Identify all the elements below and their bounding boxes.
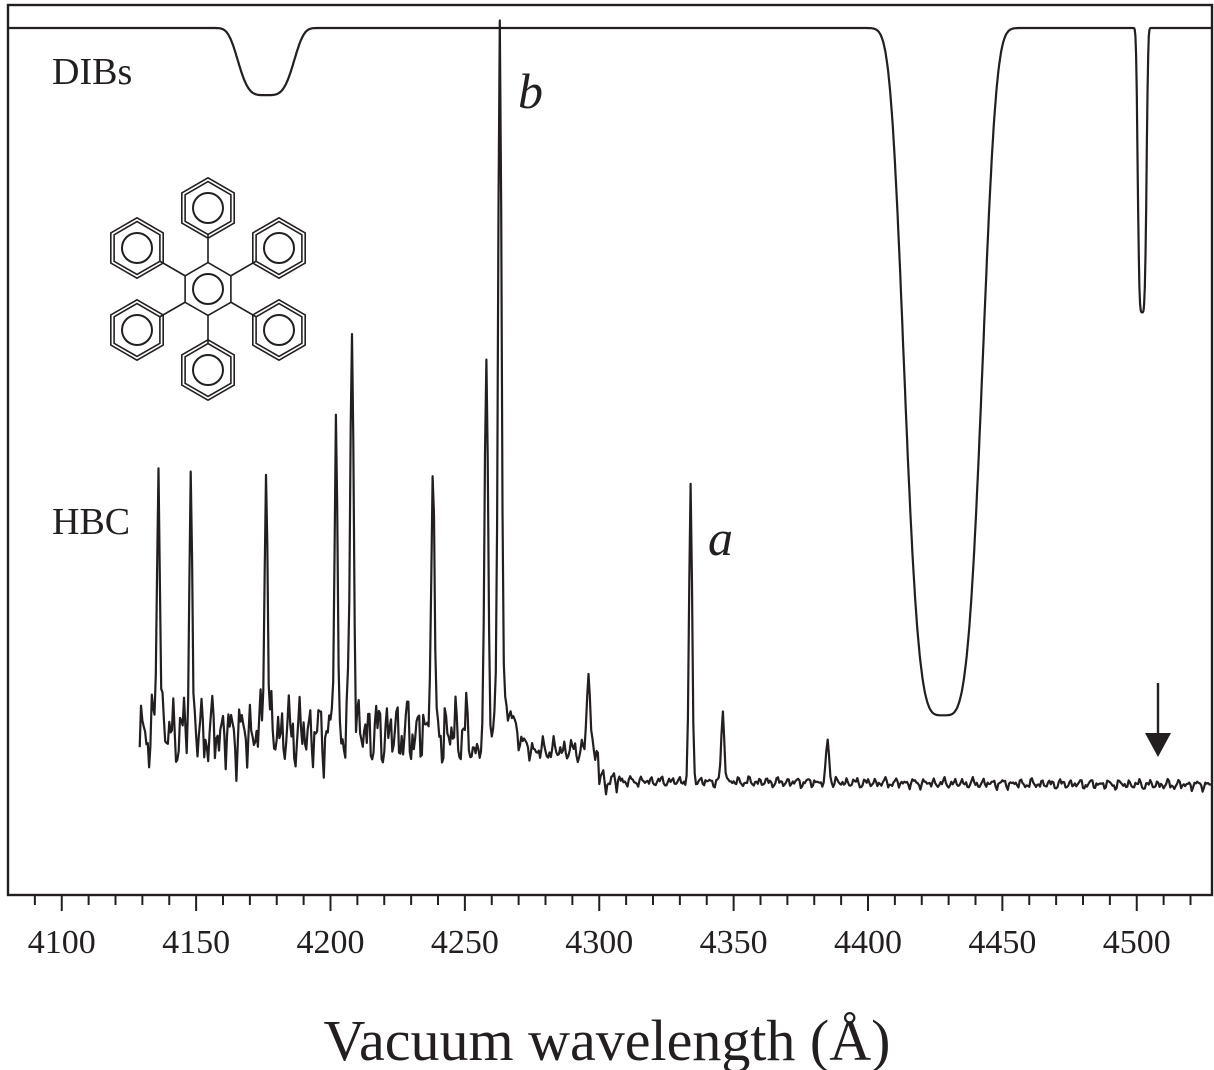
molecule-aromatic-circle	[121, 314, 153, 346]
molecule-ring-outline	[110, 298, 164, 362]
x-tick-label: 4500	[1103, 924, 1171, 961]
x-tick-label: 4250	[431, 924, 499, 961]
molecule-ring	[113, 220, 161, 276]
down-arrow-icon	[1145, 683, 1171, 757]
molecule-ring	[113, 302, 161, 358]
legend-label-hbc: HBC	[52, 501, 130, 543]
molecule-ring-outline	[252, 216, 307, 280]
molecule-ring	[184, 180, 232, 236]
x-tick-label: 4200	[297, 924, 365, 961]
molecule-bond	[230, 301, 257, 318]
series-line-dibs	[7, 26, 1213, 717]
molecule-ring	[255, 302, 303, 358]
molecule-ring-outline	[252, 298, 307, 362]
molecule-bond	[159, 301, 186, 318]
x-axis-ticks	[33, 895, 1192, 911]
molecule-aromatic-circle	[192, 354, 224, 386]
molecule-bond	[230, 260, 257, 277]
x-axis-tick-labels: 4100 4150 4200 4250 4300 4350 4400 4450 4500	[28, 924, 1171, 961]
molecule-aromatic-circle	[192, 273, 224, 305]
molecule-ring-outline	[181, 338, 235, 402]
molecule-ring-outline	[181, 176, 235, 240]
x-tick-label: 4100	[28, 924, 96, 961]
x-tick-label: 4450	[968, 924, 1036, 961]
molecule-aromatic-circle	[121, 232, 153, 264]
molecule-aromatic-circle	[192, 192, 224, 224]
peak-label-a: a	[708, 510, 733, 566]
molecule-ring-outline	[110, 216, 164, 280]
molecule-ring	[255, 220, 303, 276]
molecule-ring	[184, 342, 232, 398]
molecule-ring	[184, 261, 232, 317]
x-axis-title: Vacuum wavelength (Å)	[324, 1008, 891, 1070]
molecule-bond	[159, 260, 186, 277]
peak-label-b: b	[518, 63, 543, 119]
x-tick-label: 4350	[700, 924, 768, 961]
legend-label-dibs: DIBs	[52, 51, 132, 93]
x-tick-label: 4300	[565, 924, 633, 961]
plot-frame	[6, 3, 1214, 897]
series-line-hbc	[138, 19, 1213, 796]
hbc-molecule-diagram	[110, 176, 307, 402]
molecule-aromatic-circle	[263, 232, 295, 264]
x-tick-label: 4400	[834, 924, 902, 961]
x-tick-label: 4150	[162, 924, 230, 961]
molecule-aromatic-circle	[263, 314, 295, 346]
